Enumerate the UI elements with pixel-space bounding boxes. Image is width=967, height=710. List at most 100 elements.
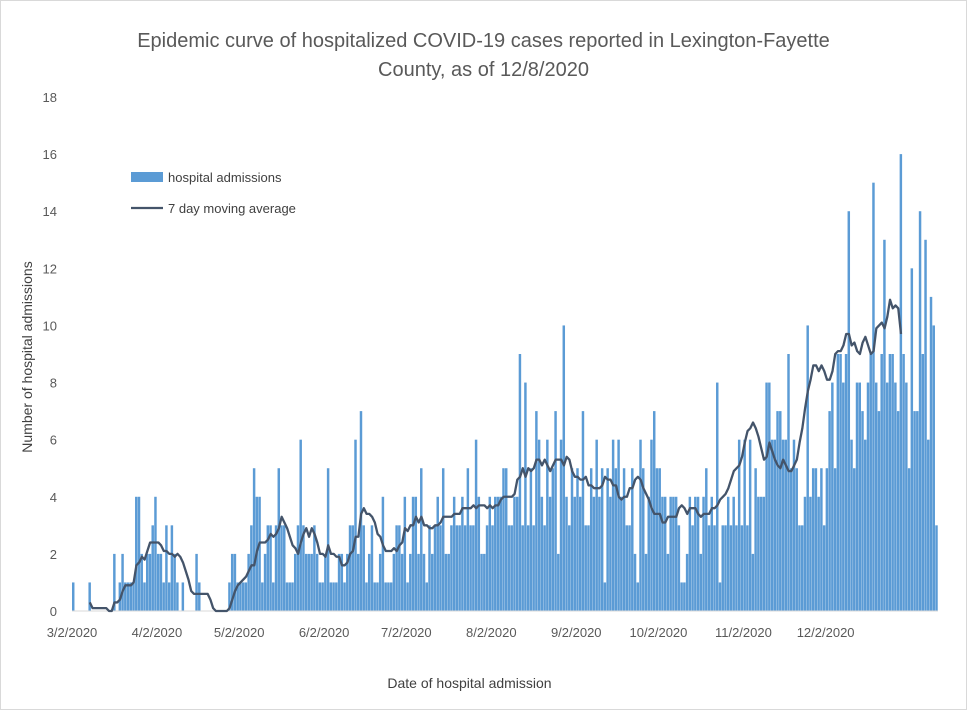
- bar: [759, 496, 763, 611]
- bar: [551, 468, 555, 611]
- bar: [721, 525, 724, 611]
- bar: [932, 325, 935, 611]
- bar: [669, 496, 672, 611]
- bar: [847, 211, 851, 611]
- bar: [151, 525, 154, 611]
- bar: [365, 582, 368, 611]
- bar: [513, 496, 516, 611]
- bar: [784, 439, 787, 611]
- bar: [137, 496, 141, 611]
- bar: [526, 525, 530, 611]
- chart-title: Epidemic curve of hospitalized COVID-19 …: [1, 27, 966, 85]
- bar: [589, 468, 593, 611]
- bar: [779, 411, 782, 611]
- bar: [167, 582, 171, 611]
- bar: [658, 468, 661, 611]
- bar: [170, 525, 174, 611]
- bar: [461, 496, 464, 611]
- bar: [702, 496, 705, 611]
- bar: [230, 553, 234, 611]
- bar: [359, 411, 363, 611]
- bar: [609, 496, 612, 611]
- bar: [880, 354, 883, 611]
- x-tick-label: 9/2/2020: [551, 625, 602, 640]
- bar: [173, 553, 176, 611]
- bar: [754, 468, 757, 611]
- bar: [357, 553, 360, 611]
- bar: [584, 525, 587, 611]
- bar: [883, 239, 886, 611]
- bar: [768, 382, 771, 611]
- bar: [787, 354, 790, 611]
- bar: [825, 468, 829, 611]
- bar: [474, 439, 478, 611]
- bar: [699, 553, 703, 611]
- bar: [935, 525, 938, 611]
- bar: [162, 582, 165, 611]
- bar-series: [72, 154, 938, 612]
- bar: [441, 468, 445, 611]
- bar: [313, 525, 316, 611]
- bar: [447, 553, 450, 611]
- bar: [403, 496, 407, 611]
- bar: [633, 553, 637, 611]
- bar: [154, 496, 157, 611]
- bar: [343, 582, 346, 611]
- bar: [735, 525, 738, 611]
- bar: [228, 582, 231, 611]
- bar: [902, 354, 905, 611]
- bar: [537, 439, 541, 611]
- bar: [929, 296, 933, 611]
- bar: [252, 468, 256, 611]
- bar: [762, 496, 766, 611]
- bar: [724, 525, 727, 611]
- bar: [472, 525, 475, 611]
- y-tick-label: 16: [43, 147, 57, 162]
- bar: [143, 582, 146, 611]
- bar: [740, 525, 744, 611]
- bar: [280, 525, 283, 611]
- bar: [307, 553, 311, 611]
- bar: [844, 354, 848, 611]
- bar: [855, 382, 859, 611]
- bar: [124, 582, 127, 611]
- bar: [557, 553, 560, 611]
- bar: [587, 525, 590, 611]
- bar: [858, 382, 861, 611]
- x-axis-ticks: 3/2/2020 4/2/2020 5/2/2020 6/2/2020 7/2/2020…: [47, 625, 855, 640]
- bar: [872, 182, 875, 612]
- y-tick-label: 0: [50, 604, 57, 619]
- bar: [661, 496, 664, 611]
- legend: hospital admissions 7 day moving average: [131, 170, 296, 216]
- bar: [428, 525, 431, 611]
- bar: [288, 582, 291, 611]
- bar: [494, 496, 497, 611]
- bar: [463, 525, 467, 611]
- bar: [321, 582, 324, 611]
- bar: [578, 496, 582, 611]
- bar: [666, 553, 670, 611]
- x-tick-label: 5/2/2020: [214, 625, 265, 640]
- bar: [710, 496, 714, 611]
- bar: [422, 553, 426, 611]
- bar: [304, 553, 308, 611]
- y-tick-label: 10: [43, 318, 57, 333]
- bar: [743, 439, 746, 611]
- legend-label-hospital-admissions: hospital admissions: [168, 170, 282, 185]
- y-tick-label: 4: [50, 490, 57, 505]
- bar: [140, 553, 143, 611]
- bar: [176, 582, 179, 611]
- y-axis-ticks: 0 2 4 6 8 10 12 14 16 18: [43, 90, 57, 619]
- bar: [842, 382, 845, 611]
- bar: [299, 439, 302, 611]
- bar: [518, 354, 522, 611]
- bar: [595, 439, 598, 611]
- bar: [864, 439, 867, 611]
- bar: [850, 439, 853, 611]
- bar: [696, 496, 700, 611]
- bar: [409, 553, 412, 611]
- bar: [469, 525, 472, 611]
- bar: [581, 411, 585, 611]
- bar: [877, 411, 881, 611]
- bar: [239, 582, 242, 611]
